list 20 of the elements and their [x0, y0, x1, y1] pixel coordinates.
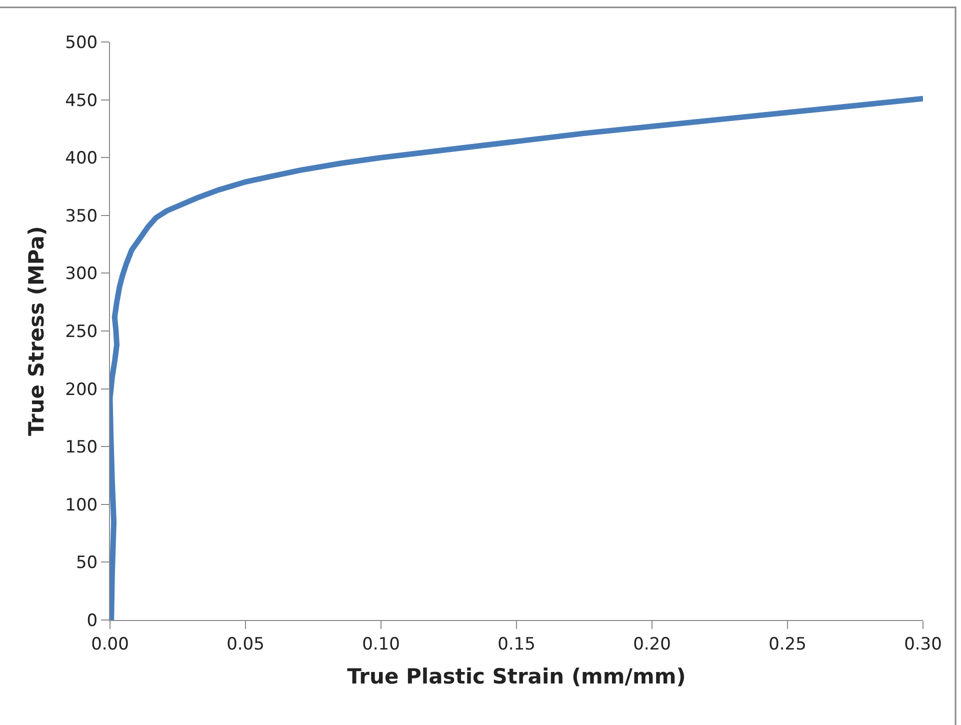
x-tick-label: 0.10 [362, 634, 400, 654]
y-tick-label: 200 [65, 380, 98, 400]
y-tick-label: 250 [65, 322, 98, 342]
y-tick-label: 500 [65, 32, 98, 53]
x-tick-label: 0.30 [904, 634, 942, 654]
x-tick-label: 0.25 [768, 634, 806, 654]
y-tick-label: 350 [65, 206, 98, 226]
x-tick-label: 0.15 [498, 634, 536, 654]
x-tick-label: 0.00 [91, 634, 129, 654]
y-axis-title: True Stress (MPa) [24, 226, 48, 436]
y-tick-label: 100 [65, 495, 98, 516]
y-tick-label: 450 [65, 90, 98, 111]
y-tick-label: 0 [86, 610, 98, 631]
y-tick-label: 300 [65, 264, 98, 284]
y-tick-label: 150 [65, 438, 98, 458]
x-axis-title: True Plastic Strain (mm/mm) [347, 664, 686, 689]
y-tick-label: 50 [76, 553, 98, 574]
x-tick-label: 0.05 [226, 634, 264, 654]
y-tick-label: 400 [65, 148, 98, 169]
x-tick-label: 0.20 [633, 634, 671, 654]
